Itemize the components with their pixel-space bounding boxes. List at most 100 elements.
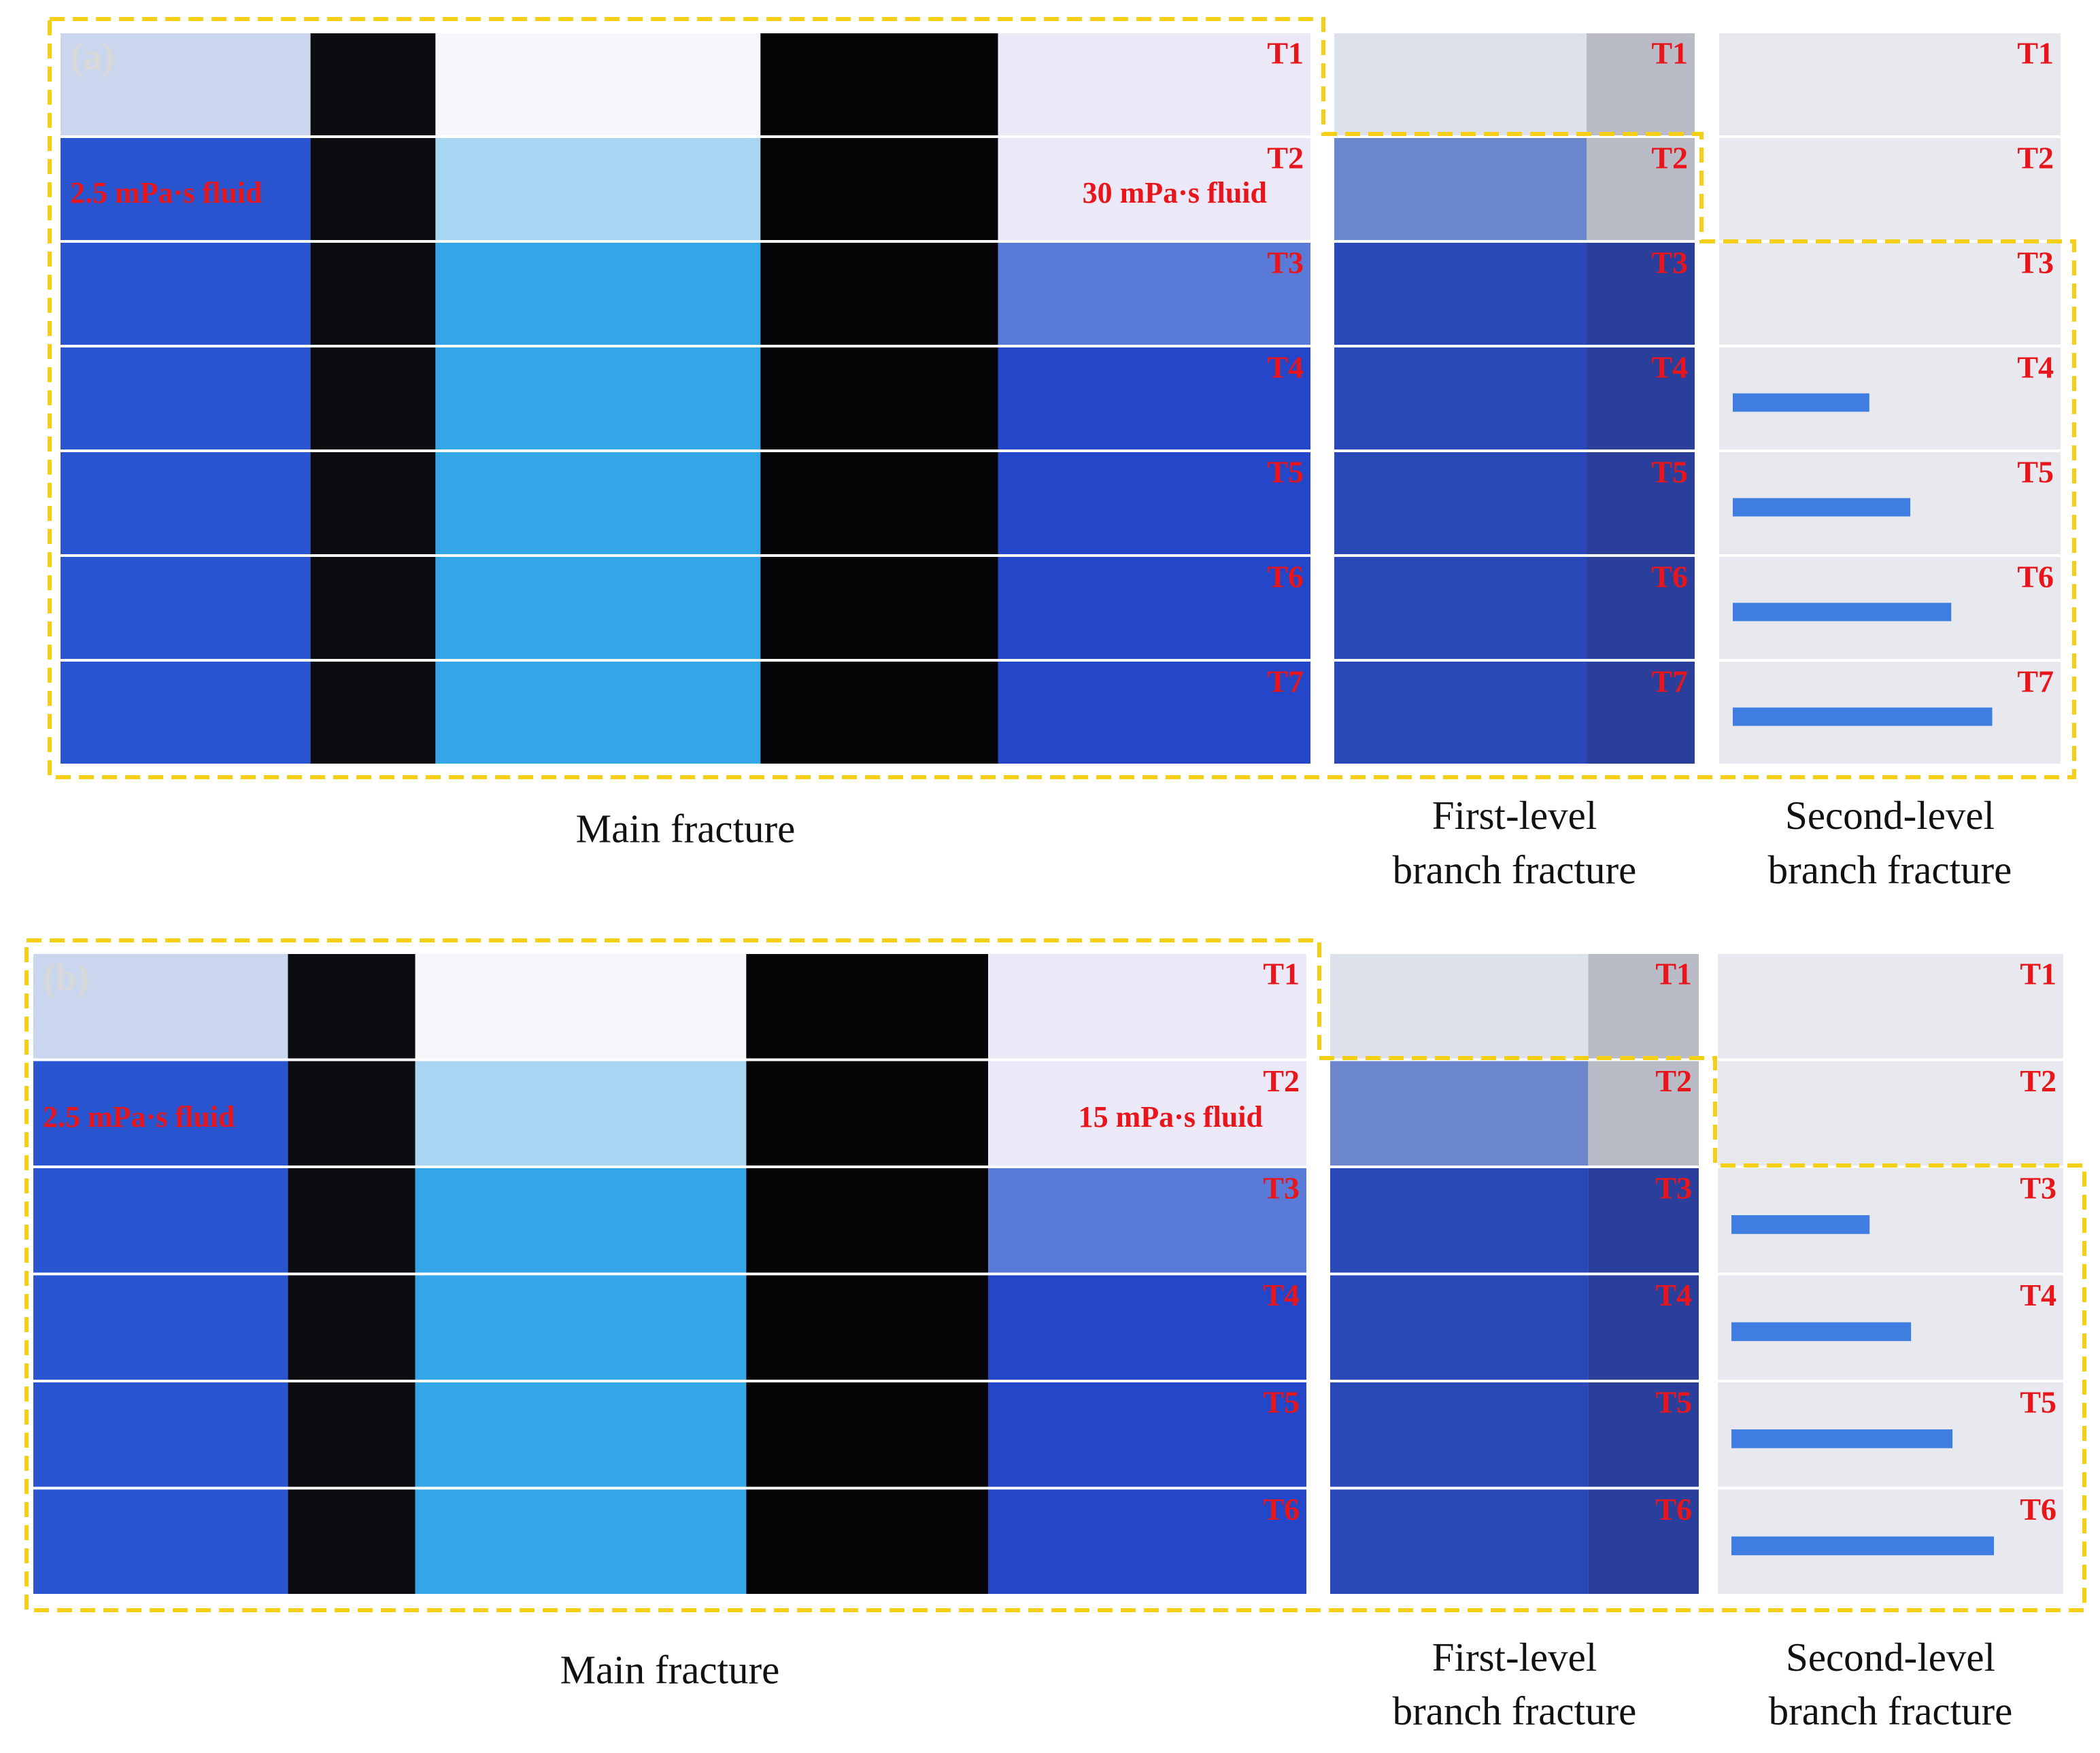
branch1-photo [1587,33,1695,135]
time-label: T4 [1655,1278,1692,1312]
branch2-fluid [1731,1322,1912,1342]
main-photo-strip [415,1489,747,1594]
time-label: T3 [2017,245,2054,280]
branch1-photo [1587,243,1695,345]
main-photo-strip [33,1168,288,1273]
outline-b [24,938,2086,1612]
time-label: T4 [1267,350,1304,385]
branch1-photo [1334,243,1587,345]
time-label: T5 [2020,1385,2056,1420]
branch1-photo [1334,662,1587,764]
time-label: T5 [2017,455,2054,490]
main-photo-strip [288,1275,416,1380]
branch2-fluid [1733,393,1869,412]
main-photo-strip [760,33,998,135]
branch1-photo [1588,1275,1699,1380]
main-photo-strip [415,1382,747,1487]
main-photo-strip [988,1061,1306,1165]
time-label: T1 [2020,957,2056,991]
caption: Second-level branch fracture [1768,793,2012,892]
main-photo-strip [988,1382,1306,1487]
panel-label: (b) [43,957,89,999]
time-label: T1 [1263,957,1300,991]
main-photo-strip [33,1489,288,1594]
main-photo-strip [760,347,998,449]
main-photo-strip [310,138,436,240]
main-photo-strip [435,243,761,345]
main-photo-strip [998,138,1310,240]
time-label: T5 [1263,1385,1300,1420]
branch1-photo [1334,452,1587,554]
fluid-label: 15 mPa·s fluid [1079,1100,1263,1134]
caption: First-level branch fracture [1393,793,1637,892]
branch1-photo [1588,1168,1699,1273]
main-photo-strip [61,33,311,135]
time-label: T2 [1263,1063,1300,1098]
main-photo-strip [415,954,747,1059]
main-photo-strip [988,954,1306,1059]
branch2-fluid [1733,602,1952,622]
photo-panels [33,33,2063,1594]
main-photo-strip [288,1061,416,1165]
branch2-photo [1718,1061,2063,1165]
main-photo-strip [61,452,311,554]
time-label: T2 [1267,141,1304,175]
main-photo-strip [415,1061,747,1165]
branch1-photo [1588,1489,1699,1594]
main-photo-strip [746,1168,988,1273]
time-label: T6 [1655,1492,1692,1527]
main-photo-strip [310,33,436,135]
time-label: T1 [1267,36,1304,71]
main-photo-strip [998,452,1310,554]
time-label: T3 [1655,1171,1692,1206]
main-photo-strip [760,243,998,345]
main-photo-strip [746,1275,988,1380]
time-label: T1 [1651,36,1688,71]
time-label: T6 [1267,560,1304,594]
time-label: T7 [1267,664,1304,699]
time-label: T4 [1263,1278,1300,1312]
time-label: T4 [2020,1278,2056,1312]
main-photo-strip [988,1275,1306,1380]
caption: Main fracture [576,806,796,851]
main-photo-strip [435,557,761,659]
branch1-photo [1330,954,1589,1059]
branch1-photo [1587,557,1695,659]
branch2-photo [1719,138,2061,240]
main-photo-strip [435,452,761,554]
time-label: T4 [1651,350,1688,385]
branch1-photo [1587,347,1695,449]
main-photo-strip [760,452,998,554]
main-photo-strip [998,662,1310,764]
branch1-photo [1587,452,1695,554]
outline-a [48,17,2076,779]
main-photo-strip [310,347,436,449]
time-label: T6 [1263,1492,1300,1527]
branch1-photo [1334,138,1587,240]
main-photo-strip [988,1168,1306,1273]
time-label: T2 [2017,141,2054,175]
time-label: T1 [2017,36,2054,71]
branch1-photo [1587,138,1695,240]
time-label: T6 [1651,560,1688,594]
time-label: T5 [1267,455,1304,490]
branch1-photo [1334,347,1587,449]
time-label: T4 [2017,350,2054,385]
main-photo-strip [310,662,436,764]
caption: Second-level branch fracture [1769,1635,2013,1733]
branch1-photo [1588,954,1699,1059]
branch2-fluid [1731,1536,1995,1556]
main-photo-strip [760,138,998,240]
branch2-fluid [1731,1215,1870,1234]
time-label: T1 [1655,957,1692,991]
main-photo-strip [33,1382,288,1487]
main-photo-strip [746,1382,988,1487]
main-photo-strip [33,1061,288,1165]
branch1-photo [1334,557,1587,659]
time-label: T5 [1651,455,1688,490]
main-photo-strip [435,33,761,135]
main-photo-strip [998,347,1310,449]
branch2-fluid [1731,1429,1953,1448]
main-photo-strip [988,1489,1306,1594]
main-photo-strip [760,662,998,764]
